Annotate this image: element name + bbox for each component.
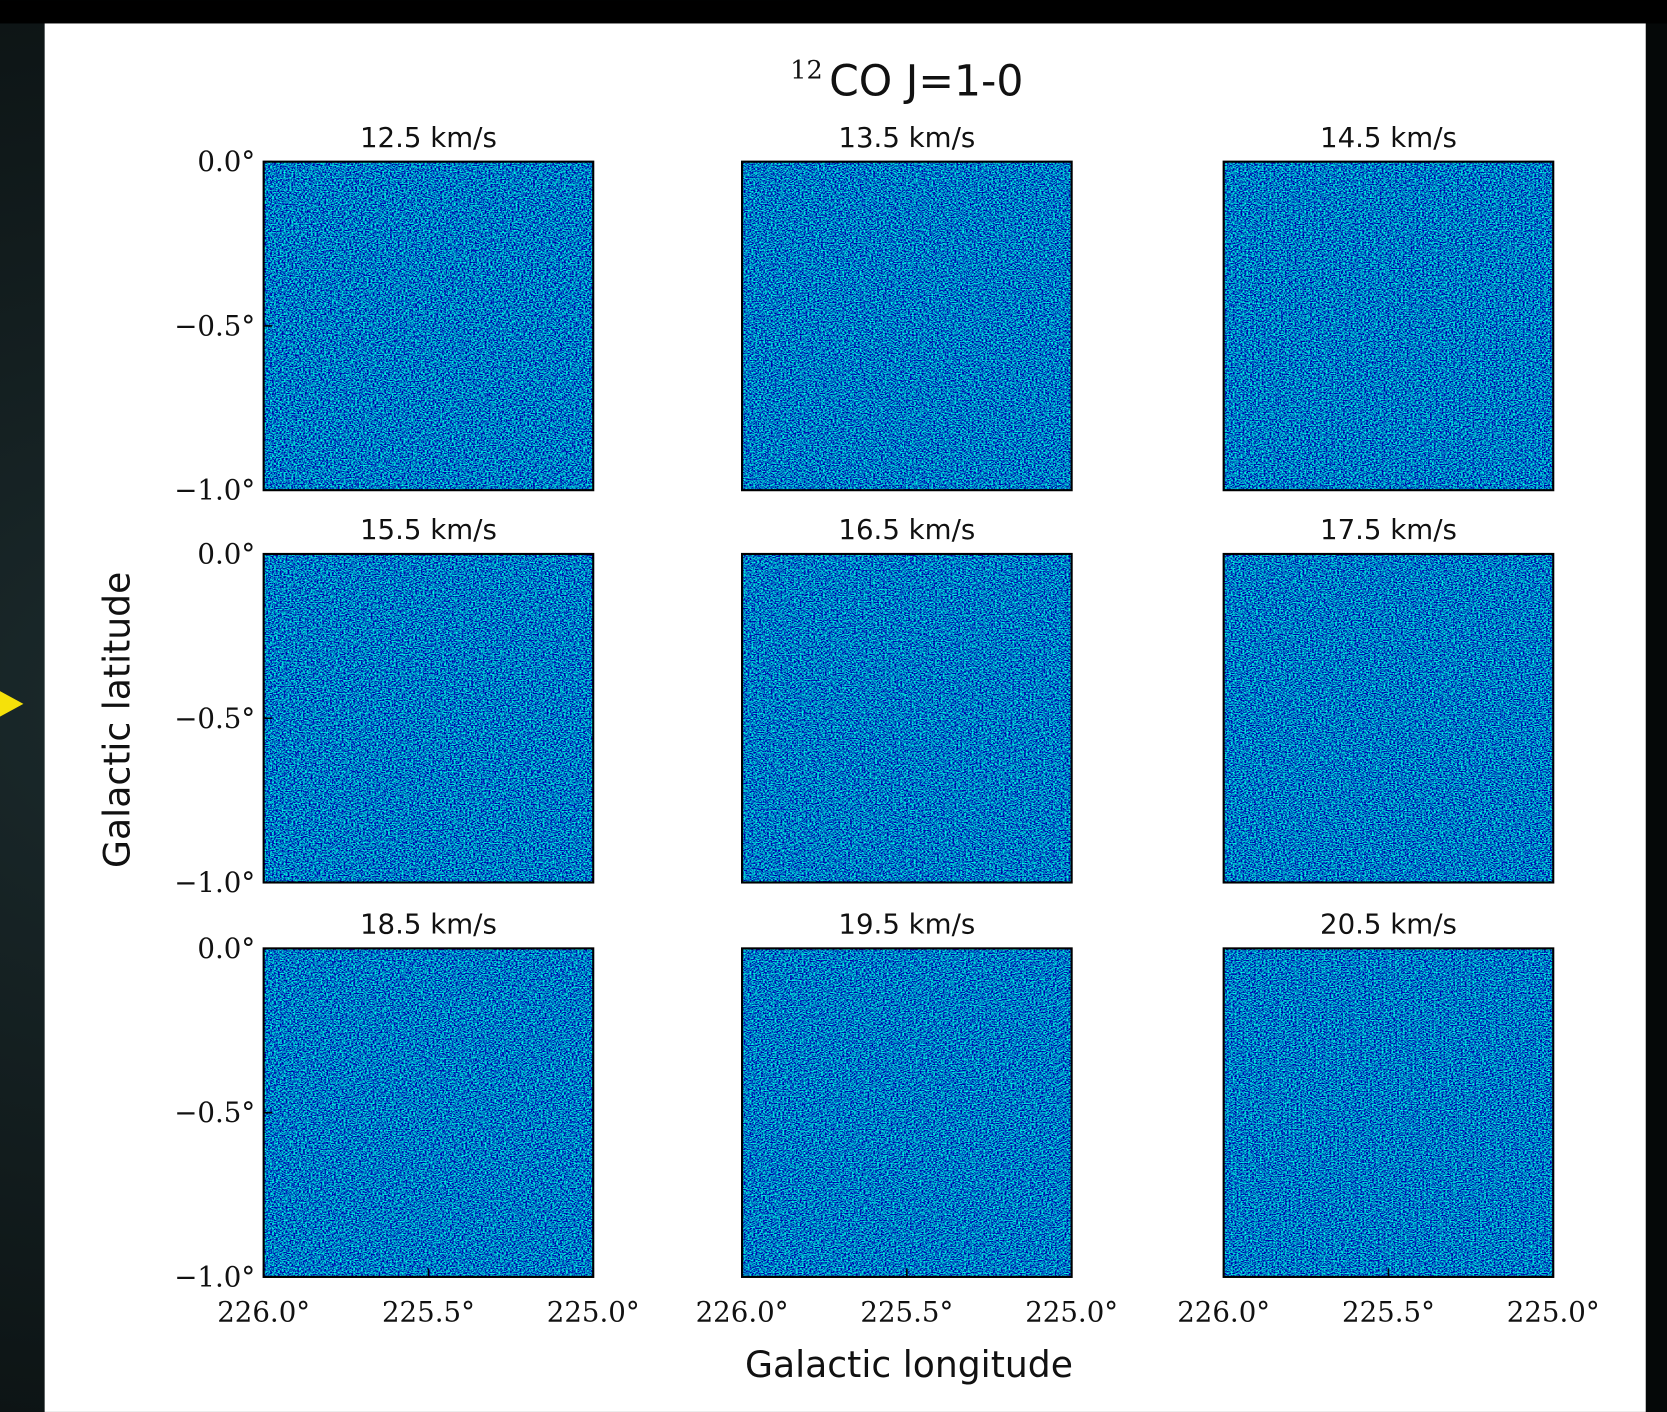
channel-map bbox=[263, 948, 594, 1277]
x-tick-label: 225.5° bbox=[1342, 1296, 1435, 1329]
y-axis-label: Galactic latitude bbox=[96, 572, 139, 868]
y-tick-label: −0.5° bbox=[174, 702, 255, 735]
subplot-title: 12.5 km/s bbox=[360, 121, 497, 154]
y-tick-label: 0.0° bbox=[197, 932, 255, 965]
channel-map bbox=[742, 553, 1072, 883]
subplot-title: 13.5 km/s bbox=[838, 121, 975, 154]
y-tick-label: −1.0° bbox=[174, 866, 255, 899]
y-tick-label: −0.5° bbox=[174, 1096, 255, 1129]
x-tick-label: 225.0° bbox=[1025, 1296, 1118, 1329]
top-bar bbox=[0, 0, 1667, 24]
subplot-title: 17.5 km/s bbox=[1320, 513, 1457, 546]
x-axis-label: Galactic longitude bbox=[745, 1343, 1073, 1386]
channel-map bbox=[263, 553, 594, 883]
subplot-title: 19.5 km/s bbox=[838, 908, 975, 941]
subplot-title: 20.5 km/s bbox=[1320, 908, 1457, 941]
channel-map bbox=[1223, 161, 1554, 491]
subplot-title: 16.5 km/s bbox=[838, 513, 975, 546]
x-tick-label: 225.5° bbox=[382, 1296, 475, 1329]
y-tick-label: −0.5° bbox=[174, 309, 255, 342]
x-tick-label: 225.5° bbox=[860, 1296, 953, 1329]
channel-map bbox=[263, 161, 594, 491]
subplot-title: 15.5 km/s bbox=[360, 513, 497, 546]
axes-frame bbox=[1222, 160, 1555, 492]
axes-frame bbox=[1222, 552, 1555, 884]
y-tick-label: −1.0° bbox=[174, 1260, 255, 1293]
figure-title: 12 CO J=1-0 bbox=[790, 56, 1023, 107]
pointer-arrow bbox=[0, 691, 24, 717]
x-tick-label: 225.0° bbox=[547, 1296, 640, 1329]
channel-map bbox=[1223, 948, 1554, 1277]
title-sup: 12 bbox=[790, 56, 822, 86]
y-tick-label: −1.0° bbox=[174, 474, 255, 507]
x-tick-label: 225.0° bbox=[1507, 1296, 1600, 1329]
x-tick-label: 226.0° bbox=[1177, 1296, 1270, 1329]
channel-map bbox=[742, 161, 1072, 491]
y-tick-label: 0.0° bbox=[197, 145, 255, 178]
y-tick-label: 0.0° bbox=[197, 538, 255, 571]
title-text: CO J=1-0 bbox=[829, 58, 1023, 107]
subplot-title: 18.5 km/s bbox=[360, 908, 497, 941]
channel-map bbox=[742, 948, 1072, 1277]
subplot-title: 14.5 km/s bbox=[1320, 121, 1457, 154]
axes-frame bbox=[741, 160, 1073, 492]
channel-map bbox=[1223, 553, 1554, 883]
x-tick-label: 226.0° bbox=[696, 1296, 789, 1329]
axes-frame bbox=[741, 552, 1073, 884]
x-tick-label: 226.0° bbox=[217, 1296, 310, 1329]
